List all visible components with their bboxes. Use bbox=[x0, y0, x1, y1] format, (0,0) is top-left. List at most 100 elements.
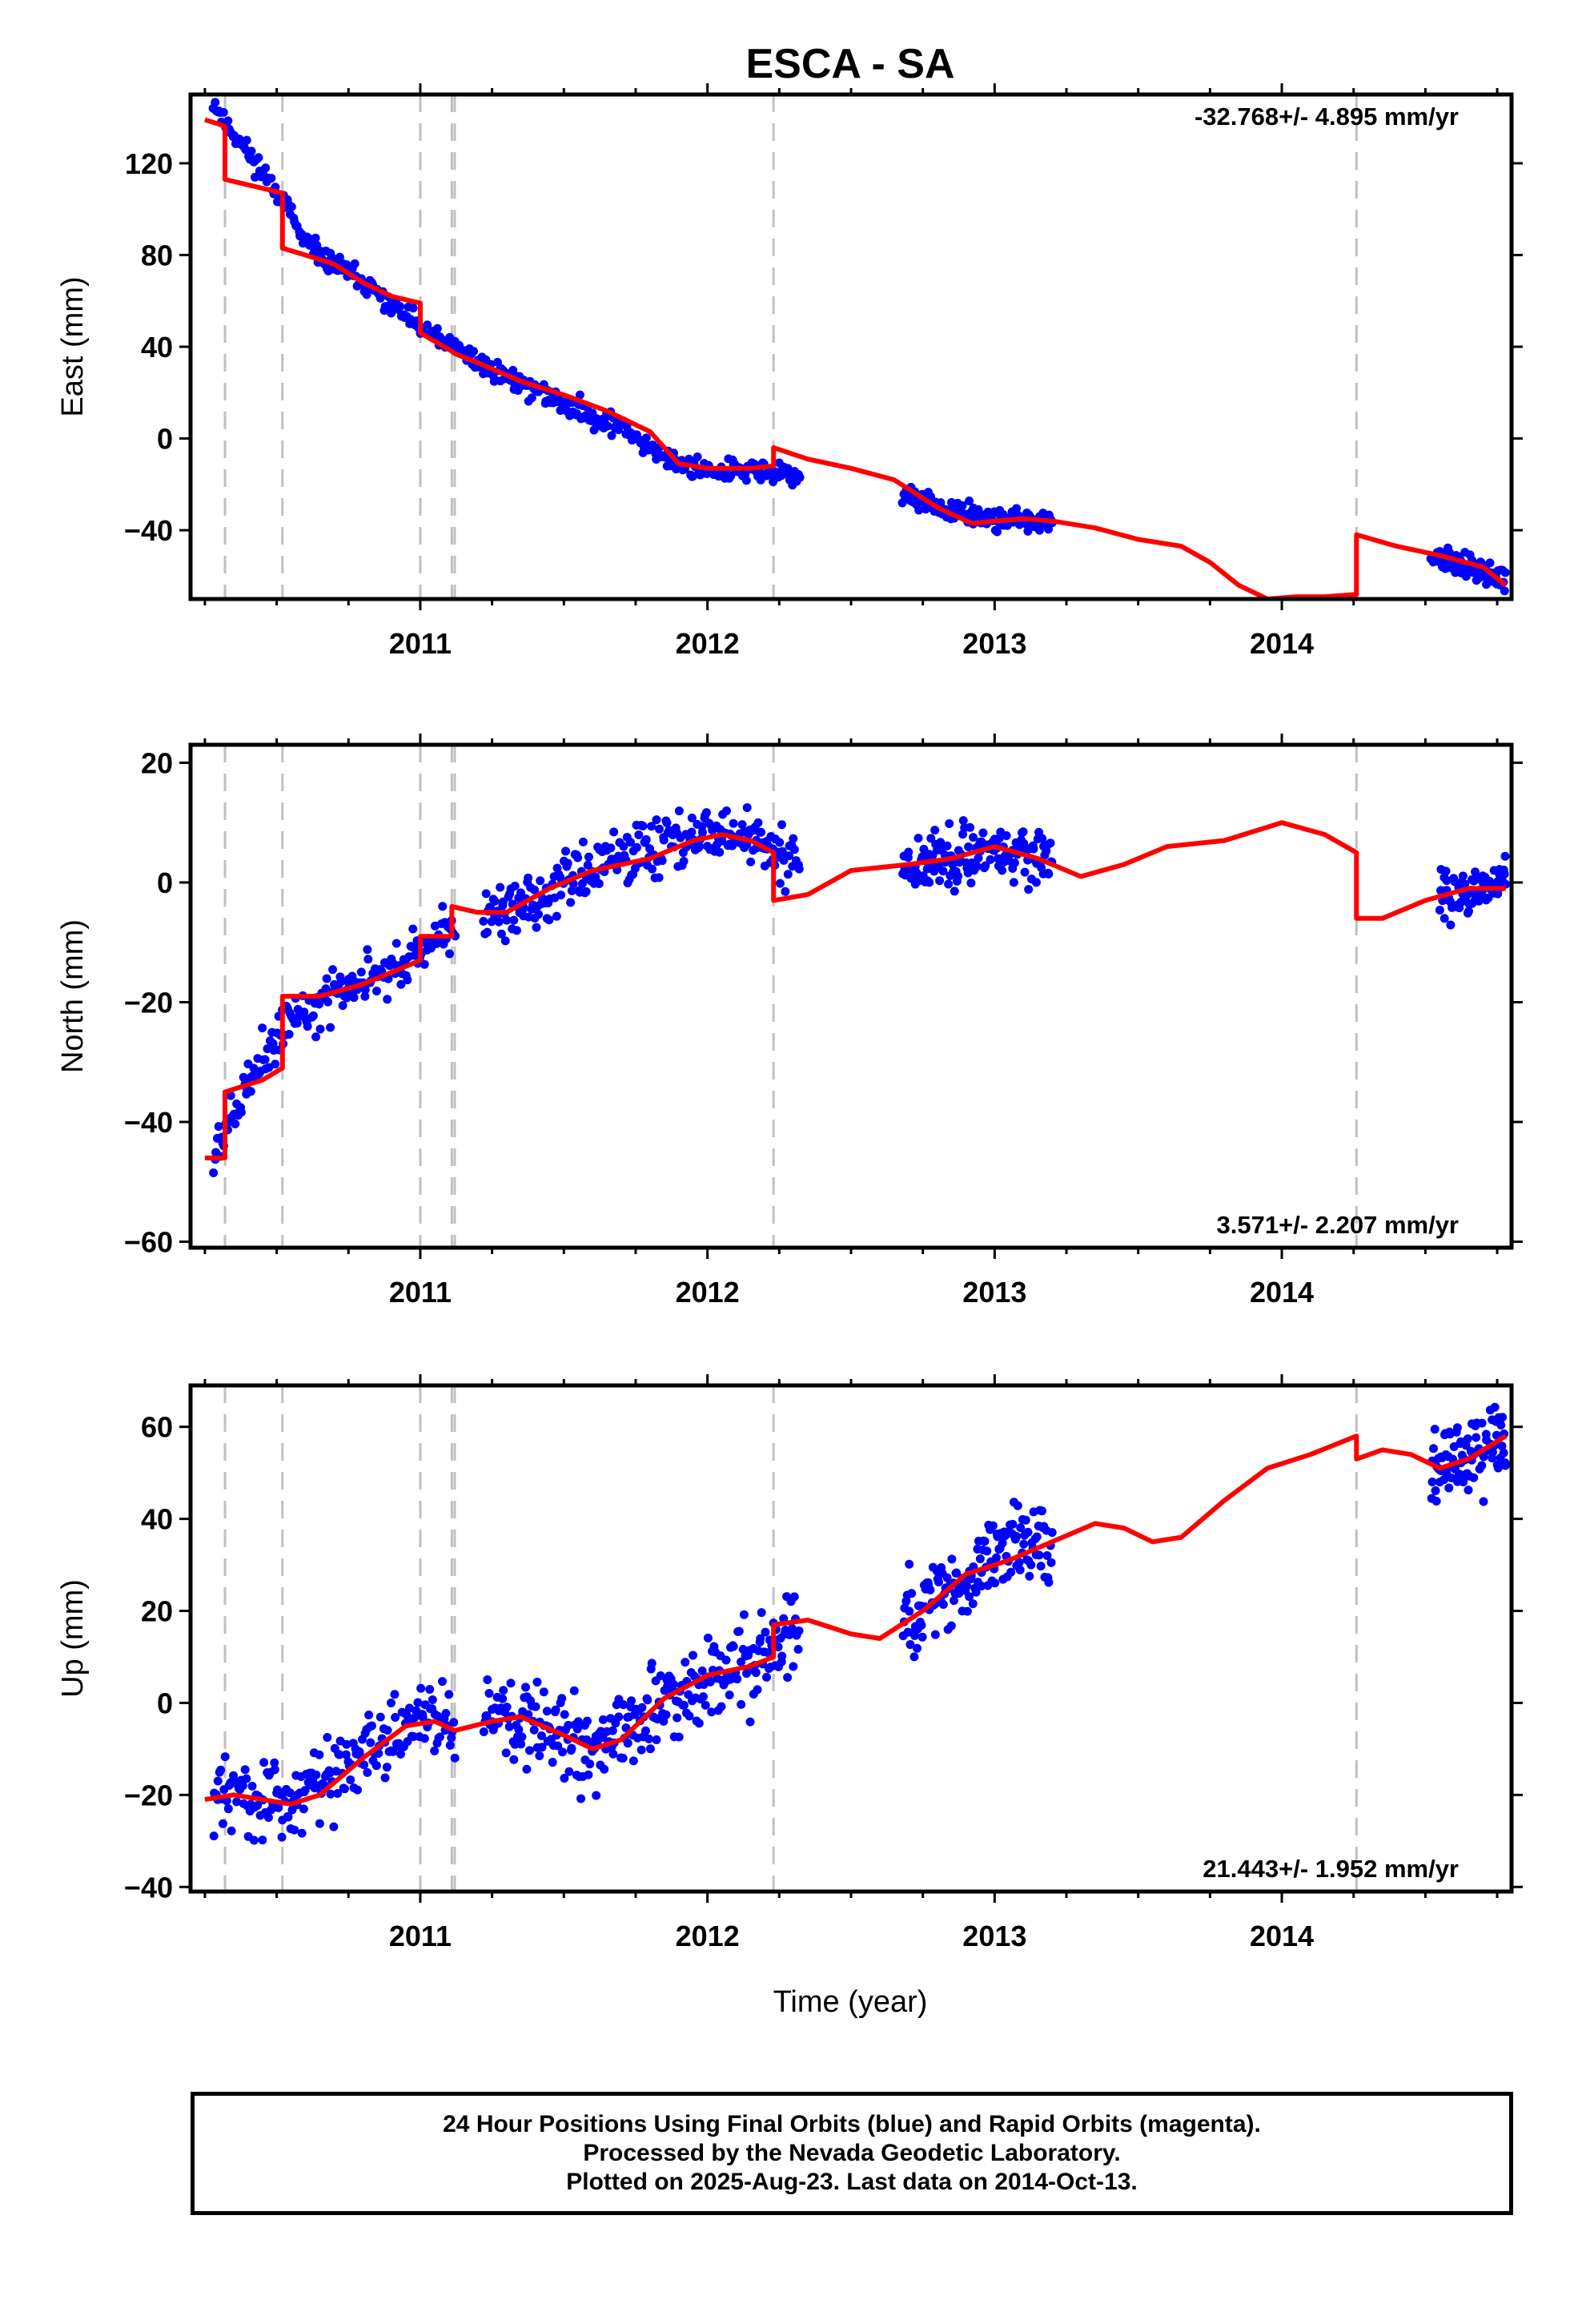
data-point bbox=[741, 476, 751, 485]
data-point bbox=[777, 1651, 787, 1661]
data-point bbox=[693, 452, 702, 462]
data-point bbox=[1444, 1483, 1454, 1493]
data-point bbox=[701, 808, 711, 818]
data-point bbox=[785, 851, 794, 861]
data-point bbox=[1452, 1423, 1462, 1433]
data-point bbox=[679, 1700, 689, 1710]
data-point bbox=[352, 1785, 362, 1795]
x-tick-label: 2014 bbox=[1250, 1920, 1314, 1952]
data-point bbox=[1427, 1477, 1437, 1486]
data-point bbox=[783, 464, 793, 473]
data-point bbox=[644, 1734, 653, 1743]
data-point bbox=[783, 870, 793, 879]
data-point bbox=[729, 818, 738, 828]
data-point bbox=[1474, 896, 1484, 906]
data-point bbox=[1002, 831, 1011, 841]
data-point bbox=[721, 1655, 731, 1665]
data-point bbox=[536, 876, 545, 886]
data-point bbox=[261, 163, 271, 173]
data-point bbox=[761, 1627, 770, 1637]
data-point bbox=[315, 999, 324, 1009]
data-point bbox=[558, 1747, 568, 1757]
data-point bbox=[500, 936, 510, 946]
data-point bbox=[290, 1825, 299, 1835]
data-point bbox=[687, 813, 697, 822]
data-point bbox=[926, 834, 936, 843]
data-point bbox=[576, 1794, 586, 1803]
y-tick-label: −60 bbox=[124, 1226, 173, 1259]
data-point bbox=[942, 1573, 952, 1582]
data-point bbox=[341, 1750, 351, 1759]
data-point bbox=[789, 845, 799, 854]
data-point bbox=[661, 1710, 671, 1719]
data-point bbox=[364, 1711, 374, 1720]
data-point bbox=[258, 1835, 267, 1845]
data-point bbox=[773, 1642, 783, 1651]
data-point bbox=[211, 98, 220, 107]
data-point bbox=[641, 834, 651, 844]
data-point bbox=[490, 897, 500, 907]
data-point bbox=[240, 1765, 250, 1775]
data-point bbox=[753, 818, 763, 827]
data-point bbox=[603, 421, 612, 431]
data-point bbox=[1029, 844, 1038, 854]
data-point bbox=[274, 1803, 283, 1812]
data-point bbox=[965, 497, 974, 506]
data-point bbox=[247, 147, 256, 156]
data-point bbox=[303, 1022, 312, 1031]
footer-line-1: 24 Hour Positions Using Final Orbits (bl… bbox=[443, 2111, 1261, 2137]
data-point bbox=[1500, 869, 1509, 879]
data-point bbox=[592, 1791, 601, 1800]
data-point bbox=[214, 1122, 223, 1132]
data-point bbox=[648, 864, 657, 874]
data-point bbox=[232, 1797, 242, 1807]
data-point bbox=[978, 828, 988, 838]
data-point bbox=[904, 847, 913, 857]
data-point bbox=[223, 1804, 233, 1814]
data-point bbox=[529, 1725, 539, 1735]
data-point bbox=[757, 827, 766, 837]
data-point bbox=[496, 929, 506, 939]
data-point bbox=[371, 1761, 381, 1771]
data-point bbox=[982, 1546, 992, 1556]
footer-box: 24 Hour Positions Using Final Orbits (bl… bbox=[191, 2092, 1513, 2215]
data-point bbox=[584, 1770, 593, 1779]
data-point bbox=[403, 975, 412, 985]
data-point bbox=[1499, 1448, 1508, 1458]
data-point bbox=[751, 1668, 761, 1678]
data-point bbox=[968, 1599, 978, 1609]
data-point bbox=[753, 1685, 762, 1695]
data-point bbox=[338, 1001, 347, 1011]
data-point bbox=[679, 857, 689, 866]
data-point bbox=[781, 887, 790, 896]
data-point bbox=[971, 1587, 981, 1597]
data-point bbox=[418, 1712, 428, 1722]
data-point bbox=[534, 910, 544, 919]
data-point bbox=[992, 1553, 1002, 1562]
data-point bbox=[757, 1608, 766, 1618]
data-point bbox=[567, 886, 576, 895]
data-points bbox=[208, 98, 1510, 596]
data-point bbox=[917, 1632, 927, 1642]
data-point bbox=[284, 1030, 294, 1039]
data-point bbox=[1429, 1444, 1439, 1454]
data-point bbox=[1493, 1463, 1503, 1473]
data-point bbox=[516, 888, 526, 898]
data-point bbox=[594, 879, 604, 888]
data-point bbox=[285, 1788, 295, 1798]
data-point bbox=[502, 1703, 512, 1712]
data-point bbox=[789, 834, 798, 843]
data-point bbox=[223, 116, 233, 126]
data-point bbox=[517, 1732, 527, 1742]
data-point bbox=[496, 883, 505, 892]
data-point bbox=[218, 1819, 227, 1828]
data-point bbox=[992, 527, 1002, 537]
data-point bbox=[311, 1032, 321, 1042]
data-point bbox=[640, 1726, 650, 1735]
data-point bbox=[935, 876, 945, 886]
data-point bbox=[705, 1677, 715, 1687]
data-point bbox=[1010, 858, 1019, 867]
data-point bbox=[311, 1770, 321, 1779]
data-point bbox=[694, 842, 704, 851]
data-point bbox=[270, 1765, 279, 1775]
